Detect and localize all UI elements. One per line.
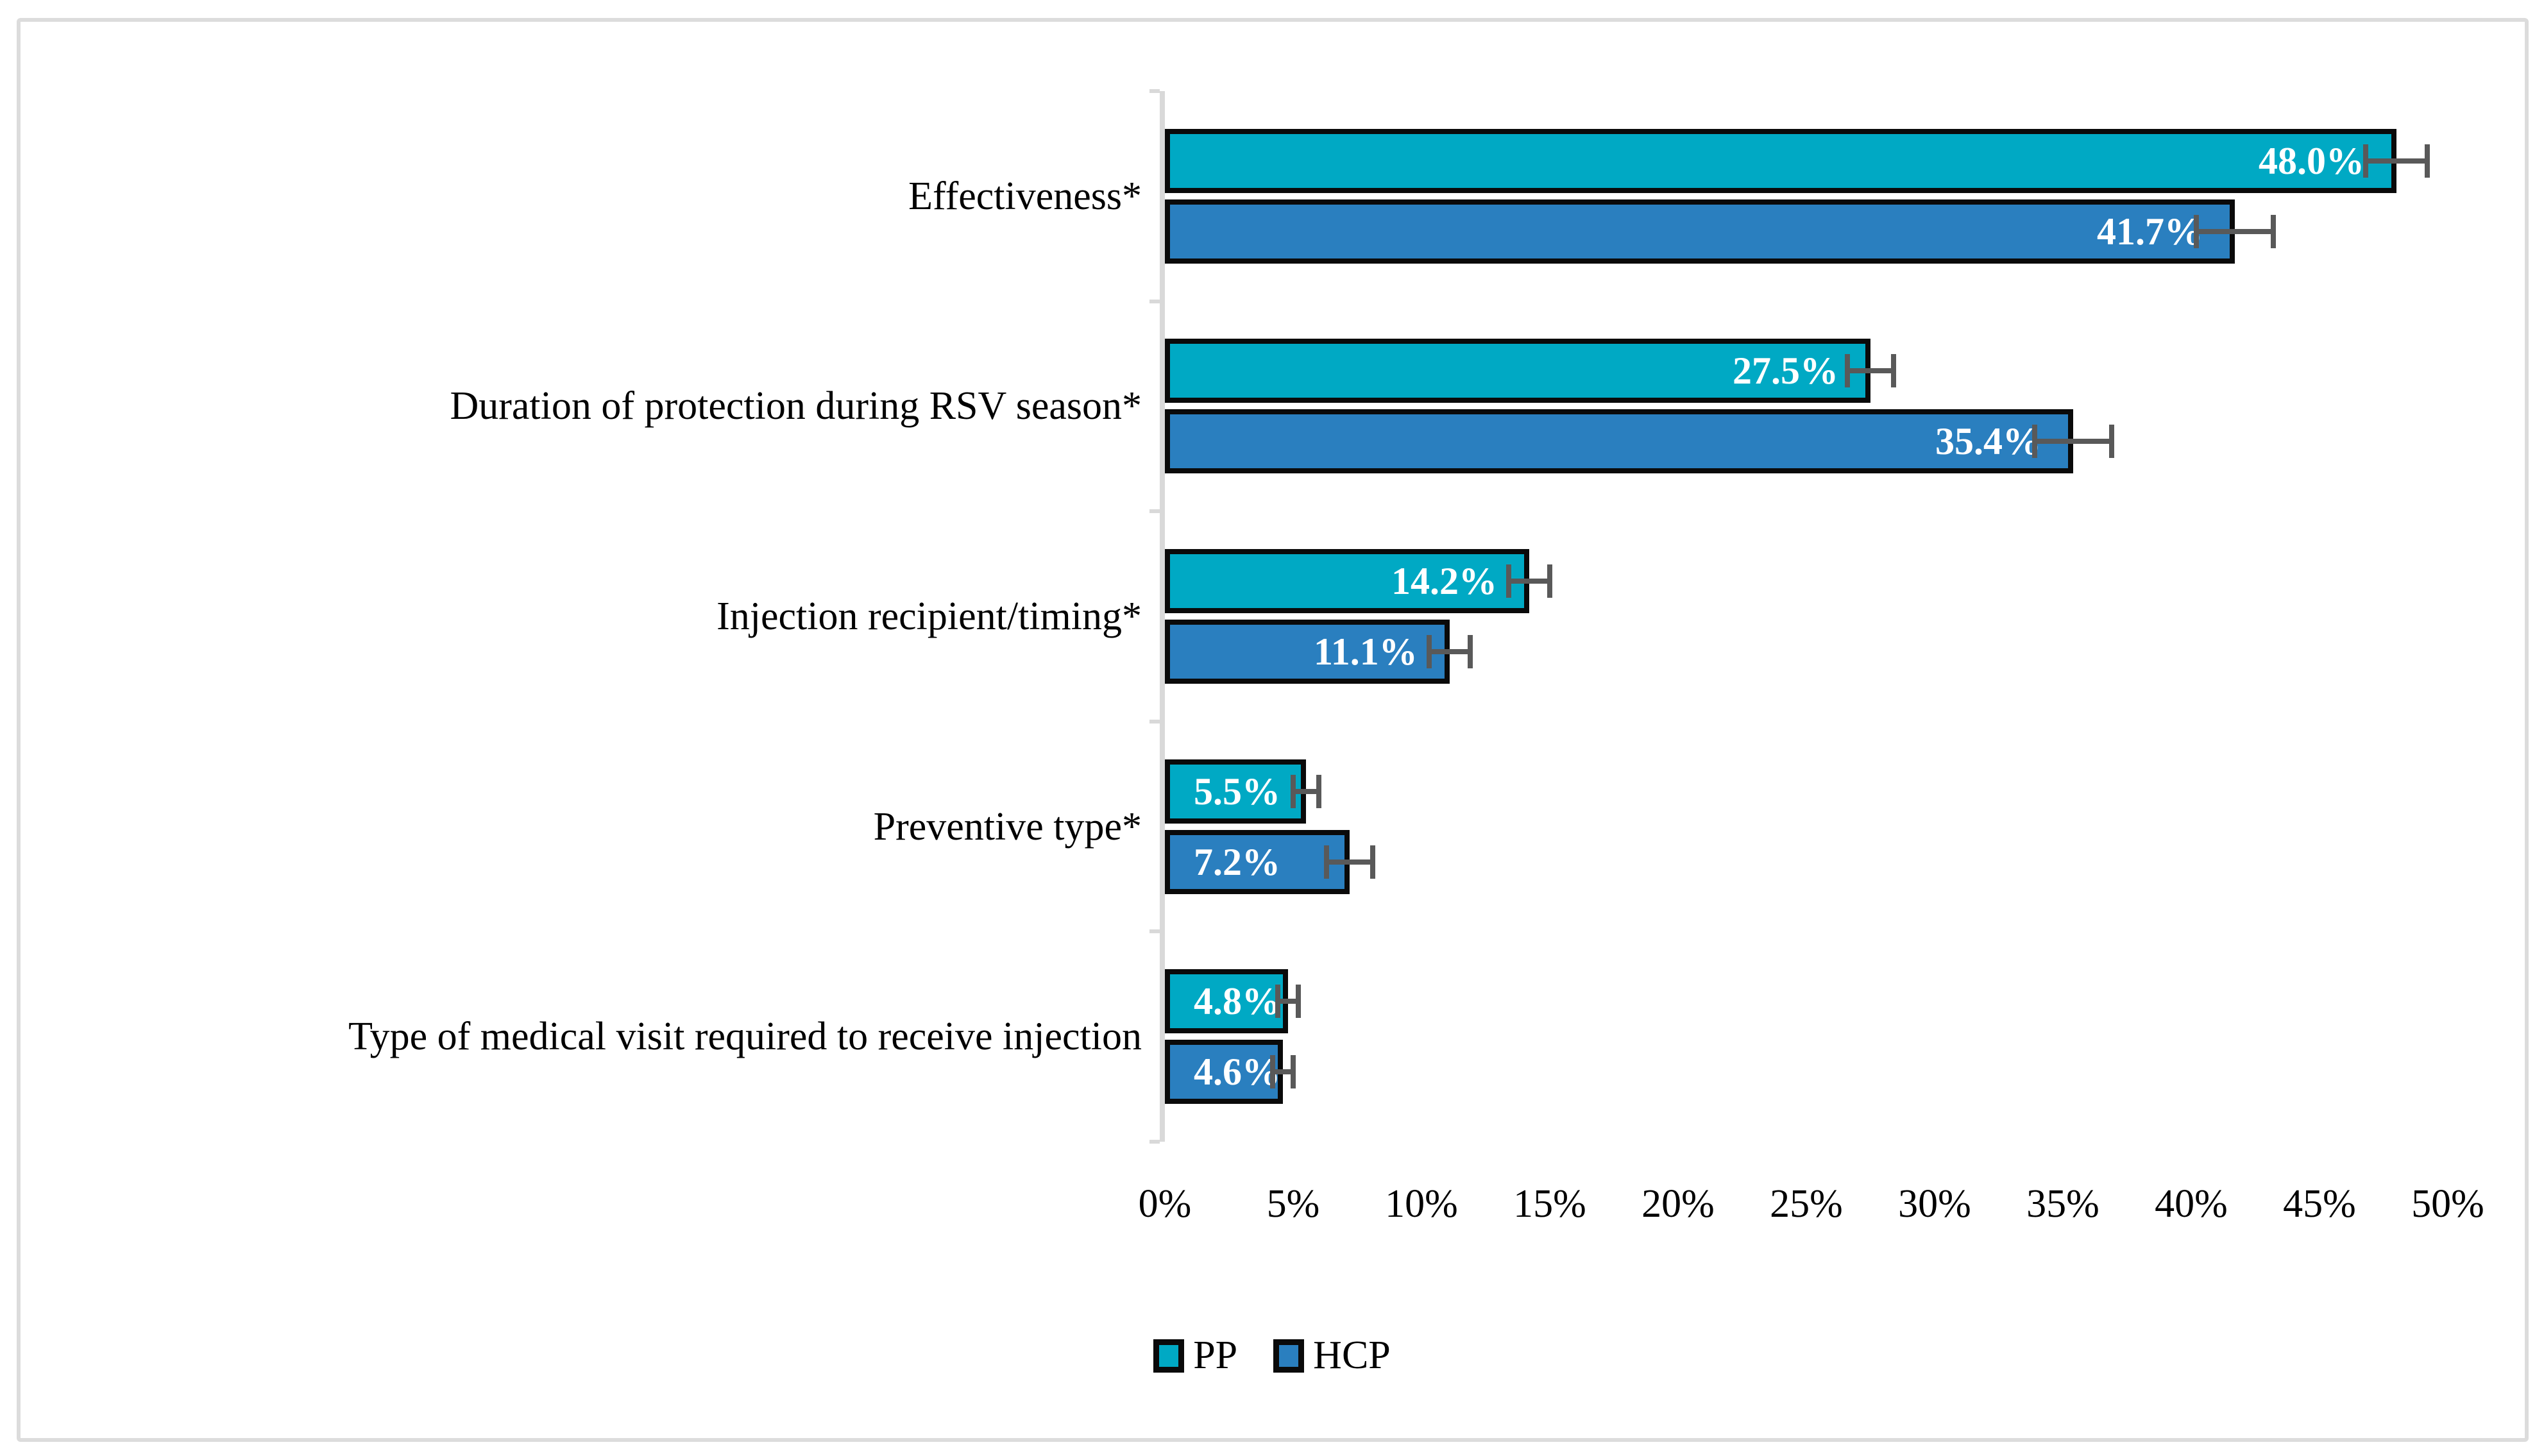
category-label: Effectiveness* xyxy=(908,174,1142,218)
error-bar-cap xyxy=(1370,845,1375,879)
bar-hcp xyxy=(1165,199,2235,264)
y-axis-line xyxy=(1160,91,1165,1142)
category-label: Duration of protection during RSV season… xyxy=(450,384,1142,428)
legend-swatch-pp xyxy=(1153,1339,1185,1373)
bar-pp xyxy=(1165,549,1529,613)
bar-hcp xyxy=(1165,829,1350,894)
category-label: Injection recipient/timing* xyxy=(717,595,1142,638)
bar-value-label: 5.5% xyxy=(1194,770,1280,813)
x-axis-tick-label: 15% xyxy=(1513,1182,1586,1226)
category-axis-tick xyxy=(1149,719,1160,724)
category-axis-tick xyxy=(1149,299,1160,303)
legend-swatch-hcp xyxy=(1273,1339,1305,1373)
category-label: Preventive type* xyxy=(873,804,1142,849)
bar-value-label: 7.2% xyxy=(1194,840,1280,883)
error-bar-cap xyxy=(1845,354,1850,388)
error-bar-cap xyxy=(1270,1055,1275,1089)
x-axis-tick-label: 45% xyxy=(2283,1182,2356,1226)
x-axis-tick-label: 25% xyxy=(1770,1182,1843,1226)
legend-label-hcp: HCP xyxy=(1313,1333,1391,1377)
error-bar-line xyxy=(1847,368,1894,374)
bar-value-label: 4.6% xyxy=(1194,1051,1280,1094)
x-axis-tick-label: 30% xyxy=(1898,1182,1971,1226)
error-bar-cap xyxy=(1316,774,1321,808)
legend-item-hcp: HCP xyxy=(1273,1333,1391,1378)
error-bar-cap xyxy=(2425,144,2430,178)
error-bar-line xyxy=(2035,439,2112,444)
legend: PP HCP xyxy=(0,1333,2544,1378)
error-bar-cap xyxy=(2194,214,2199,248)
x-axis-tick-label: 50% xyxy=(2411,1182,2484,1226)
category-axis-tick xyxy=(1149,929,1160,934)
bar-value-label: 48.0% xyxy=(2259,139,2364,182)
x-axis-tick-label: 0% xyxy=(1138,1182,1192,1226)
error-bar-cap xyxy=(2363,144,2368,178)
legend-label-pp: PP xyxy=(1193,1333,1238,1377)
error-bar-cap xyxy=(1275,985,1280,1019)
error-bar-line xyxy=(1429,649,1470,654)
error-bar-line xyxy=(1273,1069,1293,1075)
bar-hcp xyxy=(1165,620,1450,684)
error-bar-cap xyxy=(1296,985,1301,1019)
legend-item-pp: PP xyxy=(1153,1333,1237,1378)
bar-value-label: 11.1% xyxy=(1314,631,1418,673)
bar-pp xyxy=(1165,339,1870,403)
x-axis-tick-label: 20% xyxy=(1641,1182,1715,1226)
error-bar-line xyxy=(2366,158,2427,164)
bar-pp xyxy=(1165,128,2396,193)
x-axis-tick-label: 35% xyxy=(2026,1182,2099,1226)
bar-value-label: 41.7% xyxy=(2097,210,2203,253)
error-bar-cap xyxy=(1427,635,1432,668)
category-axis-tick xyxy=(1149,89,1160,93)
bar-value-label: 27.5% xyxy=(1733,350,1838,393)
error-bar-cap xyxy=(2109,425,2114,459)
x-axis-tick-label: 40% xyxy=(2155,1182,2228,1226)
error-bar-cap xyxy=(1324,845,1329,879)
error-bar-line xyxy=(1278,999,1298,1004)
error-bar-cap xyxy=(1506,564,1511,598)
error-bar-line xyxy=(2196,228,2273,234)
category-label: Type of medical visit required to receiv… xyxy=(348,1015,1142,1059)
x-axis-tick-label: 5% xyxy=(1266,1182,1320,1226)
bar-value-label: 35.4% xyxy=(1935,420,2041,463)
error-bar-cap xyxy=(1291,774,1296,808)
category-axis-tick xyxy=(1149,509,1160,514)
error-bar-cap xyxy=(1547,564,1552,598)
error-bar-cap xyxy=(1291,1055,1296,1089)
bar-value-label: 4.8% xyxy=(1194,980,1280,1023)
error-bar-cap xyxy=(2271,214,2276,248)
error-bar-line xyxy=(1293,788,1319,794)
error-bar-cap xyxy=(2032,425,2037,459)
error-bar-line xyxy=(1327,859,1373,865)
error-bar-line xyxy=(1509,579,1550,584)
category-axis-tick xyxy=(1149,1140,1160,1144)
x-axis-tick-label: 10% xyxy=(1385,1182,1458,1226)
bar-value-label: 14.2% xyxy=(1391,560,1497,602)
error-bar-cap xyxy=(1468,635,1473,668)
error-bar-cap xyxy=(1891,354,1896,388)
